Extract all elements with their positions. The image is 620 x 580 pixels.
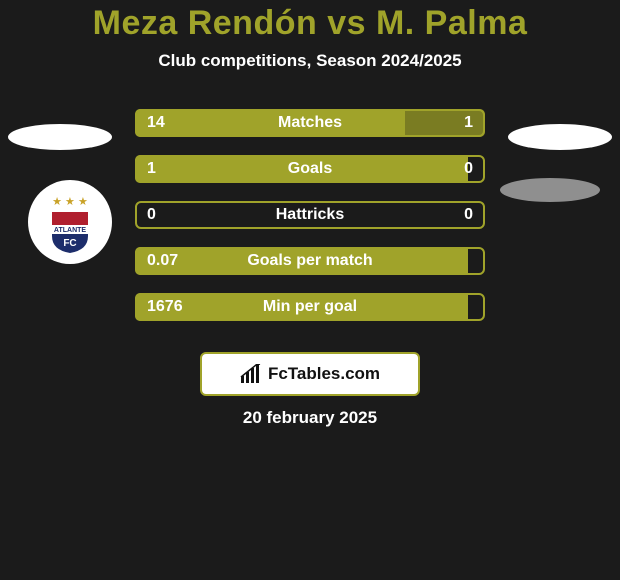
stat-bar-left-fill [135, 109, 405, 137]
stat-bar-right-fill [405, 109, 486, 137]
generated-date: 20 february 2025 [0, 408, 620, 428]
stat-row: Goals10 [0, 155, 620, 183]
brand-attribution: FcTables.com [200, 352, 420, 396]
stats-bars: Matches141 Goals10 Hattricks0 0 Goals per ma… [0, 109, 620, 321]
stat-row: Min per goal1676 [0, 293, 620, 321]
page-subtitle: Club competitions, Season 2024/2025 [0, 51, 620, 71]
stat-bar-track: Min per goal1676 [135, 293, 485, 321]
stat-value-right: 0 [464, 201, 473, 229]
stat-bar-track: Matches141 [135, 109, 485, 137]
stat-bar-left-fill [135, 247, 468, 275]
stat-bar-track: Goals per match0.07 [135, 247, 485, 275]
page-title: Meza Rendón vs M. Palma [0, 0, 620, 43]
comparison-infographic: Meza Rendón vs M. Palma Club competition… [0, 0, 620, 580]
stat-bar-track: Goals10 [135, 155, 485, 183]
brand-text: FcTables.com [268, 364, 380, 384]
stat-row: Matches141 [0, 109, 620, 137]
stat-label: Hattricks [135, 201, 485, 229]
stat-bar-left-fill [135, 155, 468, 183]
stat-bar-track: Hattricks0 0 [135, 201, 485, 229]
stat-bar-border [135, 201, 485, 229]
bars-icon [240, 364, 262, 384]
stat-row: Hattricks0 0 [0, 201, 620, 229]
stat-row: Goals per match0.07 [0, 247, 620, 275]
stat-bar-left-fill [135, 293, 468, 321]
stat-value-left: 0 [147, 201, 156, 229]
